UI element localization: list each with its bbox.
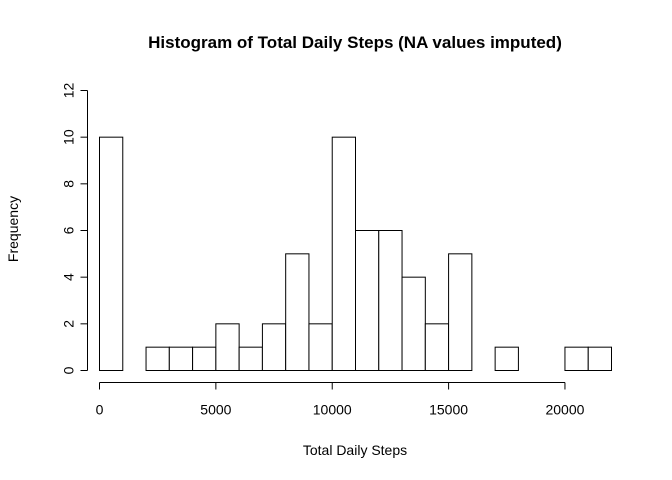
x-tick-label: 0 [96,402,104,418]
y-tick-label: 6 [61,226,77,234]
histogram-bar [355,230,380,371]
histogram-bar [192,346,217,371]
x-tick-label: 10000 [313,402,352,418]
y-axis-label: Frequency [5,196,21,262]
y-tick-label: 8 [61,180,77,188]
histogram-bar [261,323,287,372]
histogram-bar [238,346,263,371]
histogram-bar [168,346,194,371]
y-tick-label: 10 [61,129,77,145]
y-tick-label: 12 [61,83,77,99]
x-axis-label: Total Daily Steps [303,442,407,458]
y-tick-label: 4 [61,273,77,281]
bars-group [99,136,613,372]
x-tick-label: 5000 [200,402,231,418]
x-tick-label: 20000 [545,402,584,418]
x-tick-label: 15000 [429,402,468,418]
histogram-bar [564,346,589,371]
histogram-bar [215,323,240,372]
histogram-bar [424,323,450,372]
histogram-bar [494,346,519,371]
histogram-bar [99,136,124,371]
chart-title: Histogram of Total Daily Steps (NA value… [148,33,562,52]
histogram-bar [378,230,403,371]
x-axis: 0 5000 10000 15000 20000 [96,382,585,418]
histogram-bar [285,253,310,371]
histogram-bar [448,253,473,371]
y-tick-label: 0 [61,366,77,374]
y-axis: 0 2 4 6 8 10 12 [61,83,88,374]
histogram-bar [587,346,613,371]
histogram-bar [401,276,426,371]
histogram-bar [308,323,333,372]
y-tick-label: 2 [61,320,77,328]
histogram-bar [331,136,356,371]
histogram-bar [145,346,170,371]
